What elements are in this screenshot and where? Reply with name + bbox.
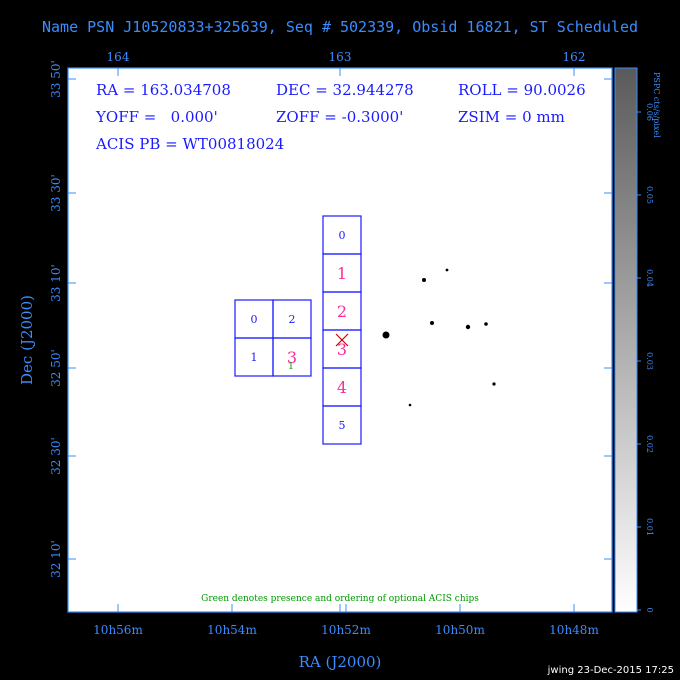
colorbar-tick-label: 0 [645,607,654,612]
acis-i-array: 0 21 31 [234,299,312,377]
zoff-readout: ZOFF = -0.3000' [276,108,403,126]
source-markers [382,268,496,407]
target-marker [335,333,349,347]
left-tick-label: 32 10' [49,540,63,578]
left-tick-label: 33 50' [49,60,63,98]
left-tick-label: 33 10' [49,264,63,302]
colorbar-tick-label: 0.04 [645,269,654,287]
colorbar [615,68,637,612]
acis-s-chip-label: 1 [337,264,347,283]
acis-s-chip-label: 0 [339,229,346,242]
acis-i-chip [272,337,312,377]
colorbar-tick-label: 0.03 [645,352,654,370]
colorbar-tick-label: 0.02 [645,435,654,453]
axis-ticks [68,68,612,612]
acis-i-chip-label: 3 [287,348,297,367]
dec-readout: DEC = 32.944278 [276,81,414,99]
colorbar-tick-label: 0.01 [645,518,654,536]
plot-title: Name PSN J10520833+325639, Seq # 502339,… [41,18,639,36]
tick-labels: 164 163 162 10h56m 10h54m 10h52m 10h50m 10h48m 3… [49,50,599,637]
top-tick-label: 162 [563,50,586,64]
top-tick-label: 164 [107,50,130,64]
colorbar-tick-label: 0.06 [645,103,654,121]
acis-s-chip-label: 4 [337,378,347,397]
left-tick-label: 32 50' [49,349,63,387]
signature: jwing 23-Dec-2015 17:25 [547,665,674,676]
bottom-tick-label: 10h54m [207,623,257,637]
acis-s-chip-label: 2 [337,302,347,321]
acis-i-chip-label: 1 [251,351,258,364]
left-tick-label: 32 30' [49,437,63,475]
acis-s-chip-label: 3 [337,340,347,359]
x-axis-label: RA (J2000) [299,653,382,671]
acis-i-chip-label: 0 [251,313,258,326]
bottom-tick-label: 10h56m [93,623,143,637]
top-tick-label: 163 [329,50,352,64]
optional-chip-marker: 1 [288,362,294,372]
acis-s-array: 0 1 2 3 4 5 [322,215,362,445]
colorbar-label: PSPC cts/s/pixel [652,72,661,138]
acis-s-chip-label: 5 [339,419,346,432]
ra-readout: RA = 163.034708 [96,81,231,99]
yoff-readout: YOFF = 0.000' [95,108,218,126]
bottom-tick-label: 10h52m [321,623,371,637]
colorbar-ticks: 0 0.01 0.02 0.03 0.04 0.05 0.06 [637,103,654,613]
bottom-tick-label: 10h50m [435,623,485,637]
colorbar-tick-label: 0.05 [645,186,654,204]
acis-s-chip [322,405,362,445]
acis-pb-readout: ACIS PB = WT00818024 [95,135,284,153]
optional-chips-note: Green denotes presence and ordering of o… [201,594,479,604]
bottom-tick-label: 10h48m [549,623,599,637]
roll-readout: ROLL = 90.0026 [458,81,586,99]
left-tick-label: 33 30' [49,174,63,212]
acis-i-chip-label: 2 [289,313,296,326]
zsim-readout: ZSIM = 0 mm [458,108,565,126]
y-axis-label: Dec (J2000) [18,295,36,385]
